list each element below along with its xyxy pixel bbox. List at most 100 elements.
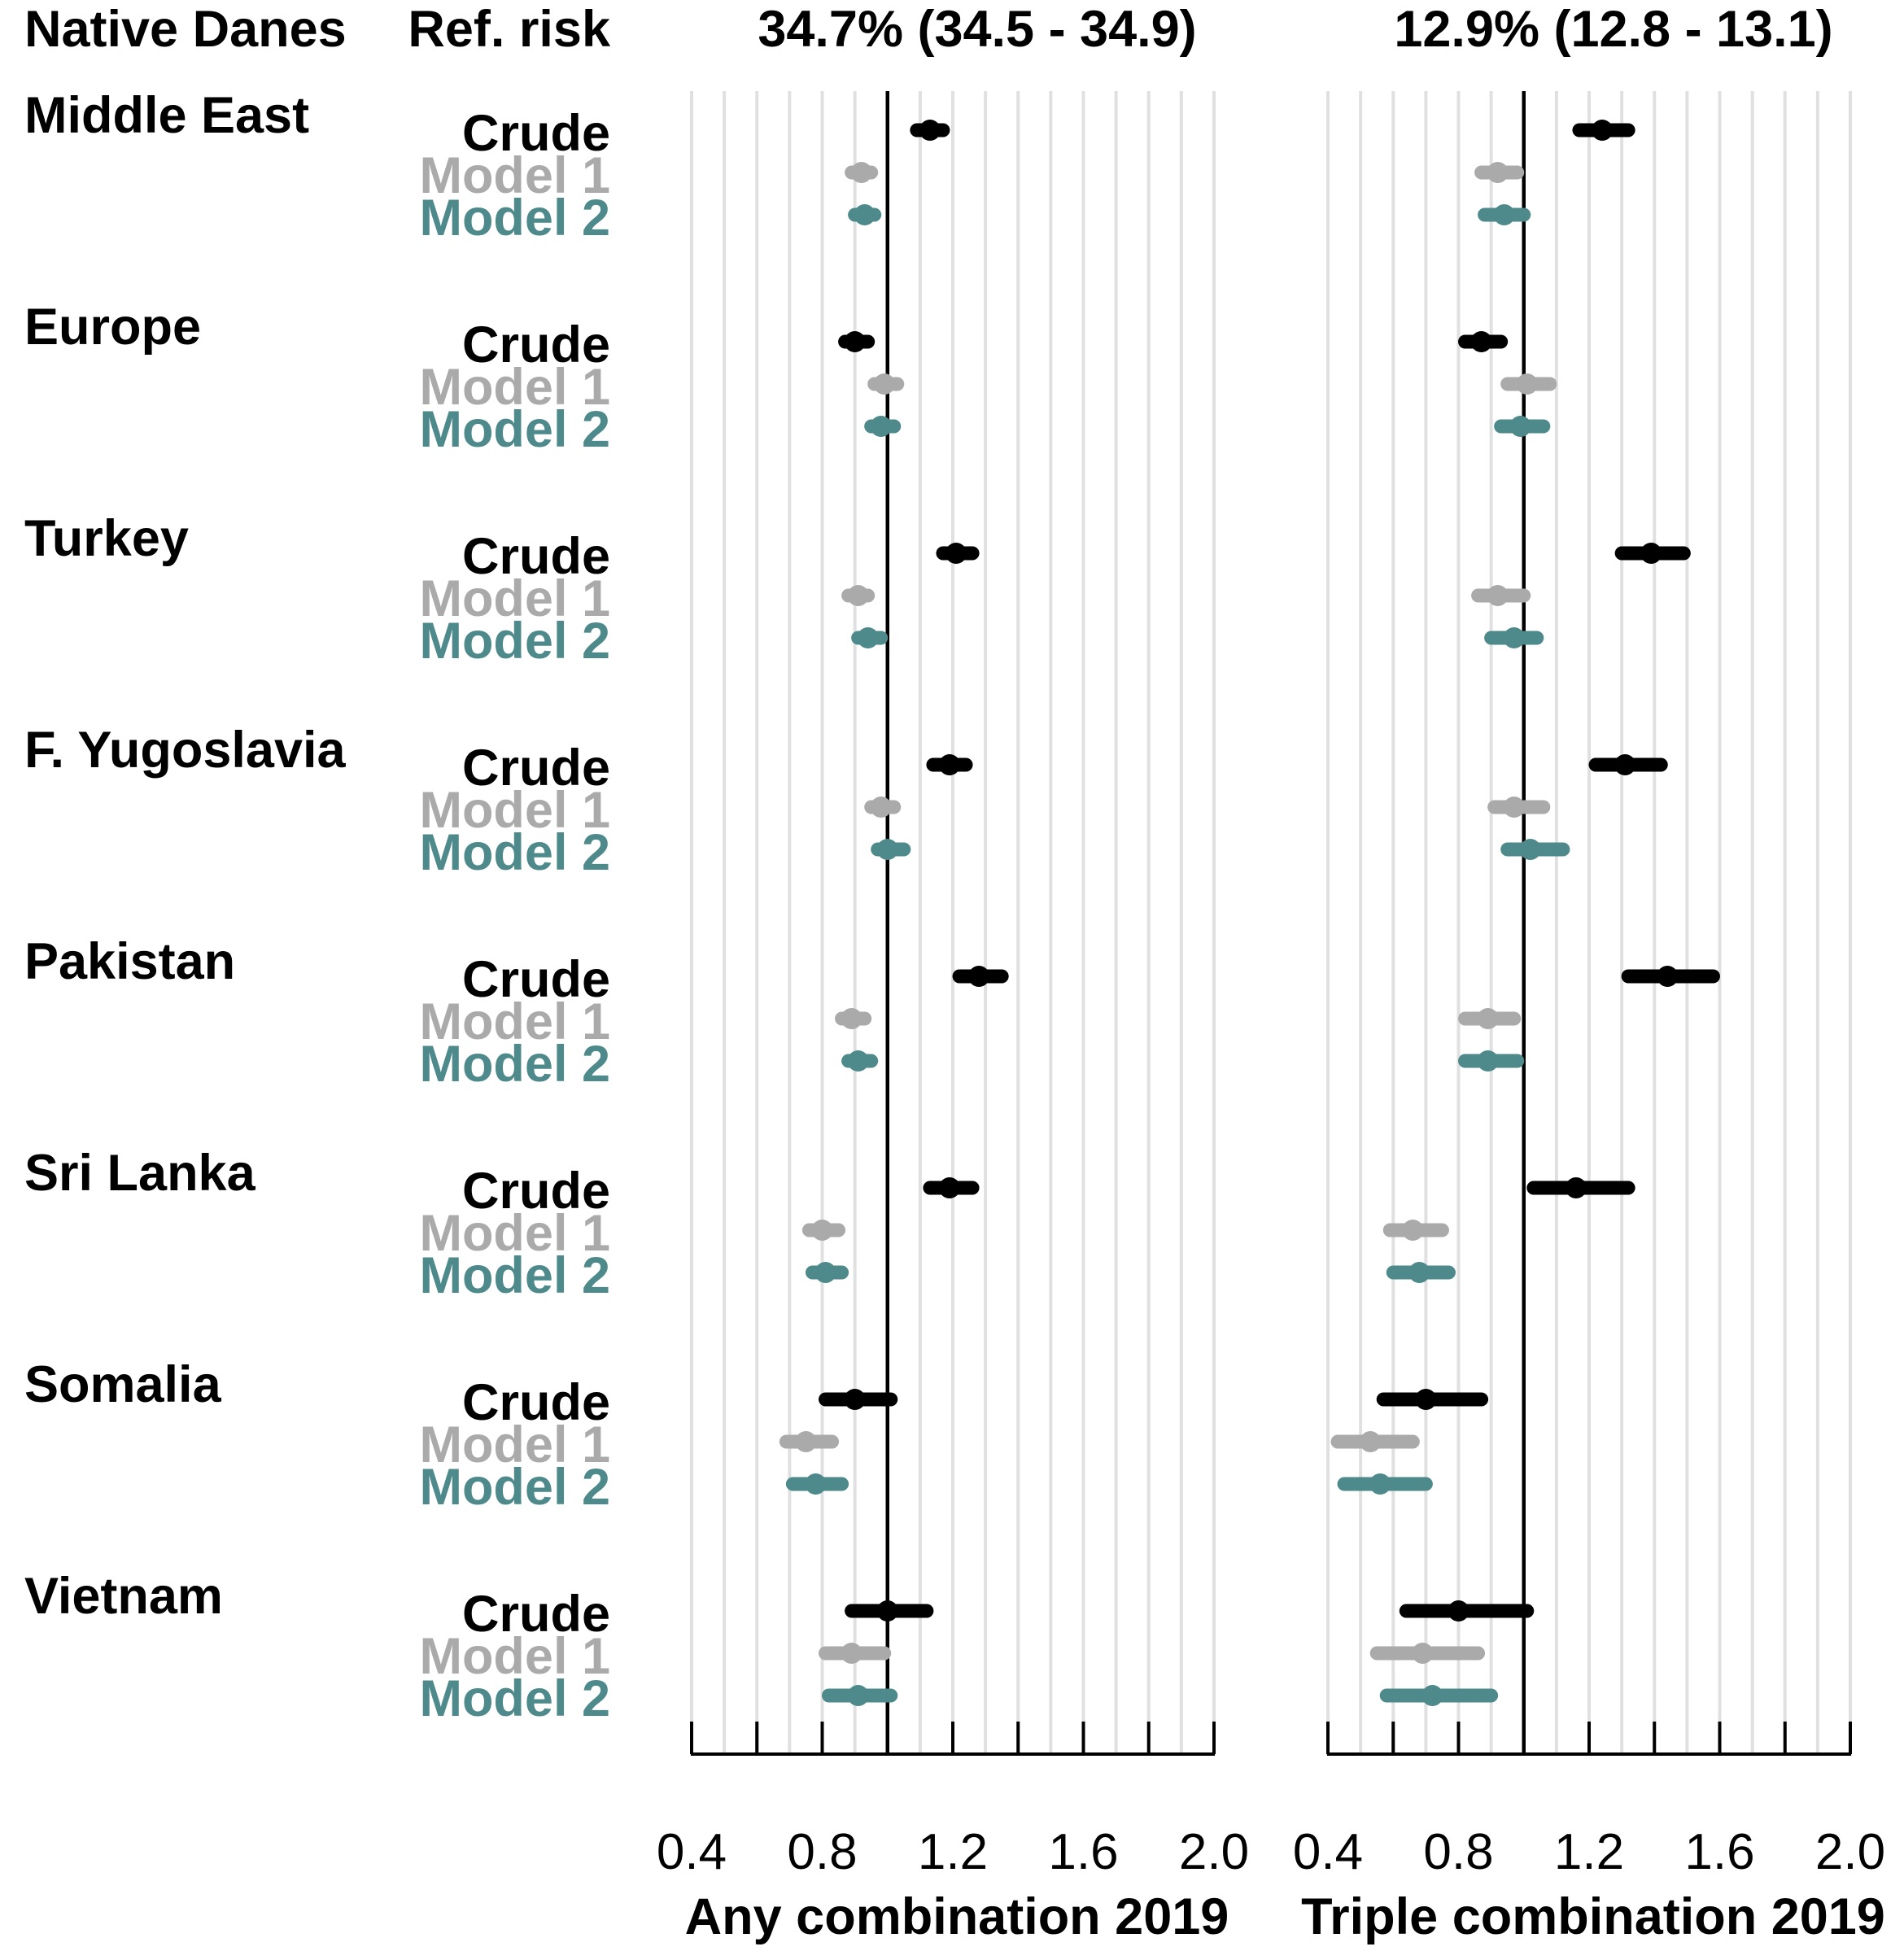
- point-estimate: [1477, 1050, 1499, 1072]
- point-estimate: [1470, 331, 1492, 352]
- point-estimate: [876, 839, 898, 860]
- model-label: Model 2: [419, 1247, 610, 1304]
- point-estimate: [1402, 1220, 1424, 1241]
- point-estimate: [1565, 1177, 1587, 1198]
- point-estimate: [1448, 1600, 1469, 1621]
- x-tick-label: 1.6: [1048, 1824, 1118, 1880]
- point-estimate: [795, 1431, 817, 1452]
- point-estimate: [938, 1177, 960, 1198]
- model-label: Model 2: [419, 190, 610, 247]
- x-tick-label: 0.8: [787, 1824, 857, 1880]
- x-tick-label: 0.4: [1293, 1824, 1363, 1880]
- x-tick-label: 2.0: [1179, 1824, 1249, 1880]
- model-label: Model 2: [419, 1670, 610, 1727]
- x-axis-title: Triple combination 2019: [1301, 1888, 1885, 1945]
- model-label: Crude: [462, 1163, 610, 1220]
- axis-layer: 0.4 0.8 1.2 1.6 2.0 Any combination 2019 0.4 0.…: [657, 1722, 1885, 1945]
- point-estimate: [870, 797, 892, 818]
- point-estimate: [841, 1008, 862, 1029]
- x-tick-label: 1.6: [1684, 1824, 1754, 1880]
- point-estimate: [841, 1643, 862, 1664]
- group-label: Vietnam: [24, 1568, 223, 1625]
- model-label: Model 1: [419, 359, 610, 416]
- group-label: Turkey: [24, 510, 189, 567]
- point-estimate: [1477, 1008, 1499, 1029]
- point-estimate: [1509, 416, 1531, 437]
- group-label: Pakistan: [24, 933, 235, 990]
- point-estimate: [854, 204, 876, 225]
- point-estimate: [1519, 839, 1541, 860]
- point-estimate: [945, 543, 967, 564]
- point-estimate: [857, 627, 879, 648]
- point-estimate: [844, 331, 866, 352]
- point-estimate: [1503, 627, 1525, 648]
- point-estimate: [1487, 585, 1509, 606]
- model-label: Model 2: [419, 401, 610, 458]
- point-estimate: [938, 754, 960, 775]
- point-estimate: [919, 120, 941, 141]
- panel-ref-risk: 12.9% (12.8 - 13.1): [1394, 1, 1832, 58]
- point-estimate: [847, 585, 869, 606]
- model-label: Model 1: [419, 993, 610, 1050]
- model-label: Model 1: [419, 1416, 610, 1473]
- point-estimate: [1614, 754, 1636, 775]
- point-estimate: [1640, 543, 1662, 564]
- point-estimate: [850, 162, 872, 183]
- point-estimate: [1412, 1643, 1434, 1664]
- x-tick-label: 2.0: [1815, 1824, 1885, 1880]
- x-tick-label: 0.4: [657, 1824, 727, 1880]
- point-estimate: [968, 966, 990, 987]
- x-axis-title: Any combination 2019: [685, 1888, 1229, 1945]
- model-label: Model 2: [419, 1036, 610, 1093]
- group-label: Middle East: [24, 87, 309, 144]
- model-label: Model 2: [419, 824, 610, 881]
- point-estimate: [847, 1685, 869, 1706]
- point-estimate: [805, 1473, 827, 1495]
- model-label: Crude: [462, 528, 610, 585]
- point-estimate: [1592, 120, 1614, 141]
- ref-risk-header: Ref. risk: [408, 1, 611, 58]
- model-label: Crude: [462, 316, 610, 373]
- point-estimate: [1503, 797, 1525, 818]
- panel-ref-risk: 34.7% (34.5 - 34.9): [758, 1, 1196, 58]
- point-estimate: [1487, 162, 1509, 183]
- mark-layer: [779, 91, 1720, 1756]
- model-label: Crude: [462, 951, 610, 1008]
- point-estimate: [1369, 1473, 1391, 1495]
- model-label: Crude: [462, 740, 610, 797]
- point-estimate: [1657, 966, 1679, 987]
- model-label: Crude: [462, 1374, 610, 1431]
- point-estimate: [1360, 1431, 1382, 1452]
- reference-group-label: Native Danes: [24, 1, 347, 58]
- group-label: F. Yugoslavia: [24, 722, 346, 779]
- x-tick-label: 1.2: [1554, 1824, 1624, 1880]
- point-estimate: [1516, 373, 1538, 395]
- group-label: Sri Lanka: [24, 1145, 256, 1202]
- model-label: Model 1: [419, 570, 610, 627]
- point-estimate: [847, 1050, 869, 1072]
- point-estimate: [1408, 1262, 1430, 1283]
- model-label: Crude: [462, 105, 610, 162]
- point-estimate: [1421, 1685, 1443, 1706]
- model-label: Model 1: [419, 147, 610, 204]
- x-tick-label: 0.8: [1423, 1824, 1493, 1880]
- group-label: Somalia: [24, 1356, 222, 1413]
- point-estimate: [1493, 204, 1515, 225]
- model-label: Model 1: [419, 782, 610, 839]
- model-label: Crude: [462, 1586, 610, 1643]
- point-estimate: [873, 373, 895, 395]
- model-label: Model 1: [419, 1628, 610, 1685]
- point-estimate: [870, 416, 892, 437]
- point-estimate: [844, 1389, 866, 1410]
- grid-layer: [690, 91, 1852, 1756]
- point-estimate: [1415, 1389, 1437, 1410]
- point-estimate: [811, 1220, 833, 1241]
- point-estimate: [814, 1262, 836, 1283]
- group-label: Europe: [24, 299, 201, 356]
- model-label: Model 2: [419, 613, 610, 670]
- x-tick-label: 1.2: [918, 1824, 988, 1880]
- label-layer: Native Danes Ref. risk 34.7% (34.5 - 34.9)…: [24, 1, 1833, 1727]
- model-label: Model 1: [419, 1205, 610, 1262]
- model-label: Model 2: [419, 1459, 610, 1516]
